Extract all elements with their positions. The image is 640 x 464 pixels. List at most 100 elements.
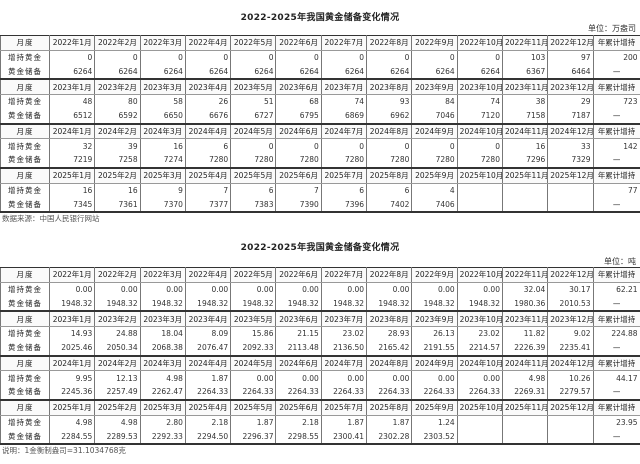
increase-cell: 0 xyxy=(320,50,368,65)
increase-cell: 0.00 xyxy=(320,282,368,297)
row-label-increase: 增持黄金 xyxy=(0,183,50,198)
reserve-cell: 2214.57 xyxy=(456,340,503,356)
increase-cell: 6 xyxy=(230,183,277,198)
month-header: 2023年2月 xyxy=(94,78,141,96)
reserve-cell xyxy=(456,429,503,445)
month-header: 2022年12月 xyxy=(547,267,594,283)
month-header: 2022年5月 xyxy=(230,35,277,51)
reserve-cell: 2279.57 xyxy=(547,385,594,400)
reserve-cell: 7345 xyxy=(48,197,96,213)
cumulative-header: 年累计增持 xyxy=(592,354,640,372)
increase-cell: 8.09 xyxy=(184,326,232,341)
month-header: 2023年9月 xyxy=(411,78,458,96)
increase-cell xyxy=(501,415,549,430)
cumulative-reserve-dash: — xyxy=(592,64,640,80)
reserve-cell: 1948.32 xyxy=(184,296,232,312)
increase-cell: 0 xyxy=(366,50,413,65)
row-label-month: 月度 xyxy=(0,35,50,51)
row-label-month: 月度 xyxy=(0,398,50,416)
increase-cell: 0 xyxy=(320,138,368,153)
reserve-cell xyxy=(501,197,549,213)
month-header: 2024年1月 xyxy=(48,354,96,372)
increase-cell: 7 xyxy=(275,183,322,198)
reserve-cell: 2226.39 xyxy=(501,340,549,356)
month-header: 2022年12月 xyxy=(547,35,594,51)
increase-cell: 0.00 xyxy=(366,370,413,385)
row-label-reserve: 黄金储备 xyxy=(0,340,50,356)
month-header-row: 月度 2022年1月 2022年2月 2022年3月 2022年4月 2022年5月 202… xyxy=(0,267,640,283)
row-label-reserve: 黄金储备 xyxy=(0,429,50,445)
reserve-cell: 2165.42 xyxy=(366,340,413,356)
reserve-cell: 2298.55 xyxy=(275,429,322,445)
row-label-month: 月度 xyxy=(0,166,50,184)
month-header: 2023年3月 xyxy=(139,78,186,96)
month-header: 2024年7月 xyxy=(320,122,368,140)
increase-cell: 26 xyxy=(184,94,232,109)
reserve-cell xyxy=(547,429,594,445)
increase-cell: 1.87 xyxy=(366,415,413,430)
reserve-cell: 6464 xyxy=(547,64,594,80)
increase-cell: 0.00 xyxy=(320,370,368,385)
reserve-cell: 6727 xyxy=(230,108,277,124)
month-header: 2023年10月 xyxy=(456,78,503,96)
cumulative-reserve-dash: — xyxy=(592,108,640,124)
increase-cell: 11.82 xyxy=(501,326,549,341)
increase-cell: 16 xyxy=(501,138,549,153)
increase-cell: 0.00 xyxy=(411,370,458,385)
cumulative-value: 723 xyxy=(592,94,640,109)
reserve-cell: 2264.33 xyxy=(184,385,232,400)
cumulative-value: 44.17 xyxy=(592,370,640,385)
month-header: 2023年5月 xyxy=(230,310,277,328)
increase-cell: 1.87 xyxy=(184,370,232,385)
increase-cell: 9 xyxy=(139,183,186,198)
increase-cell: 32 xyxy=(48,138,96,153)
reserve-cell: 2284.55 xyxy=(48,429,96,445)
increase-cell: 23.02 xyxy=(320,326,368,341)
month-header: 2022年10月 xyxy=(456,35,503,51)
increase-cell: 0.00 xyxy=(366,282,413,297)
increase-cell: 0.00 xyxy=(230,282,277,297)
month-header: 2023年6月 xyxy=(275,310,322,328)
reserve-cell: 7406 xyxy=(411,197,458,213)
month-header: 2025年1月 xyxy=(48,398,96,416)
month-header: 2022年5月 xyxy=(230,267,277,283)
increase-cell: 16 xyxy=(139,138,186,153)
row-label-reserve: 黄金储备 xyxy=(0,197,50,213)
increase-cell: 0.00 xyxy=(48,282,96,297)
row-label-reserve: 黄金储备 xyxy=(0,296,50,312)
month-header: 2025年2月 xyxy=(94,398,141,416)
reserve-cell: 6869 xyxy=(320,108,368,124)
month-header: 2025年5月 xyxy=(230,166,277,184)
month-header: 2024年10月 xyxy=(456,122,503,140)
gold-reserve-table-ounces: 月度 2022年1月 2022年2月 2022年3月 2022年4月 2022年5月 202… xyxy=(0,35,640,213)
reserve-cell: 7280 xyxy=(275,153,322,168)
month-header: 2025年10月 xyxy=(456,398,503,416)
cumulative-value: 224.88 xyxy=(592,326,640,341)
reserve-cell: 7187 xyxy=(547,108,594,124)
increase-cell: 0.00 xyxy=(230,370,277,385)
month-header: 2025年7月 xyxy=(320,398,368,416)
table-title-tonnes: 2022-2025年我国黄金储备变化情况 xyxy=(240,243,400,253)
month-header: 2024年11月 xyxy=(501,354,549,372)
increase-cell: 80 xyxy=(94,94,141,109)
month-header: 2025年11月 xyxy=(501,398,549,416)
row-label-increase: 增持黄金 xyxy=(0,282,50,297)
reserve-cell: 7377 xyxy=(184,197,232,213)
increase-cell: 51 xyxy=(230,94,277,109)
month-header: 2025年1月 xyxy=(48,166,96,184)
increase-cell: 0 xyxy=(184,50,232,65)
reserve-cell: 7280 xyxy=(411,153,458,168)
increase-cell: 4.98 xyxy=(501,370,549,385)
month-header: 2022年2月 xyxy=(94,35,141,51)
reserve-cell: 7390 xyxy=(275,197,322,213)
cumulative-value: 77 xyxy=(592,183,640,198)
reserve-cell: 6264 xyxy=(320,64,368,80)
reserve-cell: 2113.48 xyxy=(275,340,322,356)
month-header: 2025年3月 xyxy=(139,166,186,184)
cumulative-header: 年累计增持 xyxy=(592,267,640,283)
increase-cell: 74 xyxy=(456,94,503,109)
increase-cell: 39 xyxy=(94,138,141,153)
reserve-cell: 2269.31 xyxy=(501,385,549,400)
reserve-cell: 1948.32 xyxy=(94,296,141,312)
month-header: 2022年8月 xyxy=(366,35,413,51)
